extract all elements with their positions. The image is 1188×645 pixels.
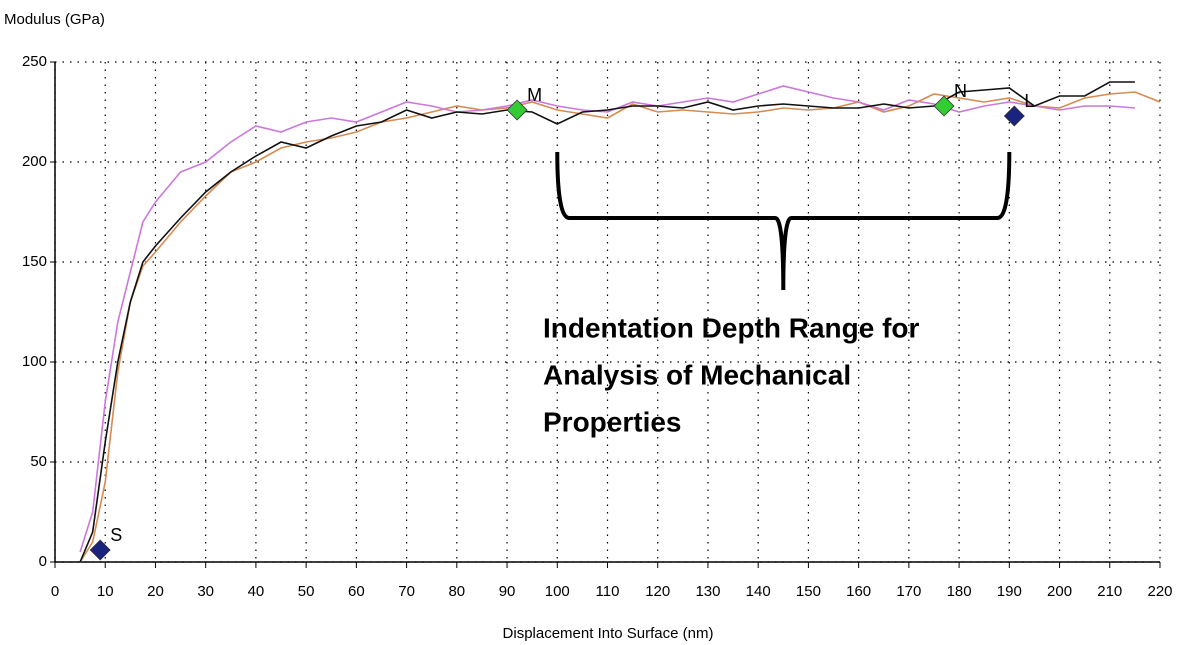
y-tick-label: 50 bbox=[30, 453, 47, 470]
series-line bbox=[79, 91, 1161, 563]
x-axis-label: Displacement Into Surface (nm) bbox=[503, 625, 714, 642]
x-tick-label: 220 bbox=[1147, 583, 1172, 600]
x-tick-label: 150 bbox=[796, 583, 821, 600]
marker-label: N bbox=[954, 81, 967, 101]
annotation-text: Analysis of Mechanical bbox=[543, 359, 851, 390]
x-tick-label: 100 bbox=[545, 583, 570, 600]
marker bbox=[1003, 105, 1025, 127]
marker bbox=[89, 539, 111, 561]
marker-label: M bbox=[527, 85, 542, 105]
x-tick-label: 110 bbox=[596, 583, 620, 600]
y-tick-label: 150 bbox=[22, 253, 47, 270]
x-tick-label: 30 bbox=[197, 583, 214, 600]
x-tick-label: 0 bbox=[51, 583, 59, 600]
annotation-text: Properties bbox=[543, 406, 682, 437]
x-tick-label: 90 bbox=[499, 583, 516, 600]
marker-label: S bbox=[110, 525, 122, 545]
x-tick-label: 210 bbox=[1097, 583, 1122, 600]
x-tick-label: 50 bbox=[298, 583, 315, 600]
annotation-text: Indentation Depth Range for bbox=[543, 312, 920, 343]
x-tick-label: 160 bbox=[846, 583, 871, 600]
x-tick-label: 60 bbox=[348, 583, 365, 600]
marker bbox=[506, 99, 528, 121]
y-tick-label: 200 bbox=[22, 153, 47, 170]
x-tick-label: 190 bbox=[997, 583, 1022, 600]
y-tick-label: 250 bbox=[22, 53, 47, 70]
x-tick-label: 200 bbox=[1047, 583, 1072, 600]
marker-label: L bbox=[1024, 91, 1034, 111]
y-axis-label: Modulus (GPa) bbox=[4, 11, 105, 28]
y-tick-label: 100 bbox=[22, 353, 47, 370]
marker bbox=[933, 95, 955, 117]
x-tick-label: 20 bbox=[147, 583, 164, 600]
y-tick-label: 0 bbox=[39, 553, 47, 570]
x-tick-label: 70 bbox=[398, 583, 415, 600]
x-tick-label: 80 bbox=[448, 583, 465, 600]
x-tick-label: 130 bbox=[695, 583, 720, 600]
bracket bbox=[555, 151, 1012, 291]
x-tick-label: 120 bbox=[645, 583, 670, 600]
x-tick-label: 10 bbox=[97, 583, 114, 600]
x-tick-label: 170 bbox=[896, 583, 921, 600]
x-tick-label: 40 bbox=[248, 583, 265, 600]
x-tick-label: 180 bbox=[947, 583, 972, 600]
x-tick-label: 140 bbox=[746, 583, 771, 600]
